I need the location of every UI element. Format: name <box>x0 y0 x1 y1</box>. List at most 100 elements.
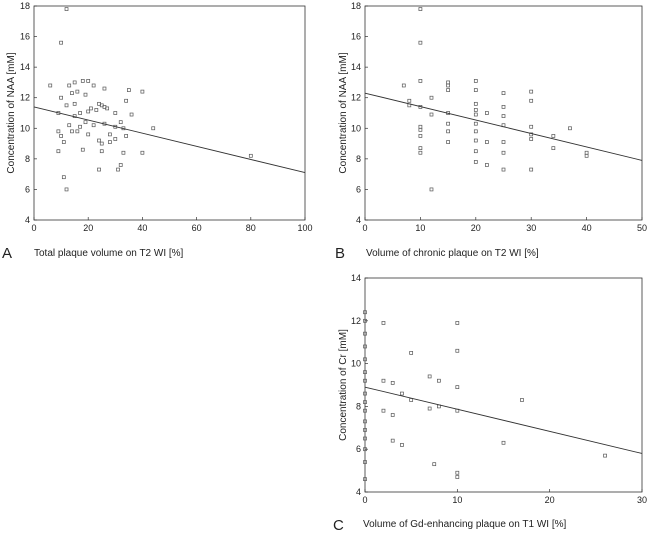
data-point <box>91 83 96 88</box>
data-point <box>418 40 423 45</box>
data-point <box>473 112 478 117</box>
y-tick-label: 12 <box>351 316 361 326</box>
data-point <box>501 140 506 144</box>
y-tick-label: 14 <box>351 273 361 283</box>
data-point <box>501 440 506 445</box>
plot-frame-a <box>33 5 306 221</box>
data-point <box>390 413 395 417</box>
data-point <box>64 103 69 108</box>
x-tick-label: 80 <box>246 223 256 233</box>
data-point <box>473 101 478 106</box>
regression-line-a <box>33 106 306 174</box>
data-point <box>363 400 367 404</box>
data-point <box>501 150 506 155</box>
data-point <box>113 137 118 141</box>
data-point <box>140 89 145 94</box>
data-point <box>108 132 112 137</box>
ticks-c: 0 10 20 30 4 6 8 10 12 14 <box>351 273 647 505</box>
data-point <box>418 7 423 11</box>
data-point <box>446 129 450 134</box>
x-tick-label: 100 <box>297 223 312 233</box>
data-point <box>61 175 66 180</box>
data-point <box>501 114 506 118</box>
y-axis-label-a: Concentration of NAA [mM] <box>6 52 17 173</box>
data-point <box>48 83 53 88</box>
y-tick-label: 6 <box>356 184 361 194</box>
data-point <box>59 95 63 100</box>
panel-letter-c: C <box>333 517 344 533</box>
x-tick-label: 20 <box>545 495 555 505</box>
data-point <box>446 80 450 85</box>
plot-frame-b <box>364 5 643 221</box>
data-point <box>520 398 524 402</box>
x-tick-label: 40 <box>582 223 592 233</box>
data-point <box>124 134 128 138</box>
data-point <box>86 132 91 137</box>
data-point <box>551 134 556 138</box>
data-point <box>418 127 423 132</box>
points-c <box>363 310 607 482</box>
data-point <box>75 89 80 94</box>
data-point <box>427 406 432 411</box>
data-point <box>363 344 367 349</box>
data-point <box>529 89 534 94</box>
data-point <box>473 121 478 126</box>
data-point <box>455 321 460 325</box>
panel-b: 0 10 20 30 40 50 4 6 8 10 12 14 16 18 Concentration o… <box>335 1 647 262</box>
data-point <box>529 137 534 141</box>
data-point <box>118 163 123 167</box>
data-point <box>140 150 145 155</box>
ticks-a: 0 20 40 60 80 100 4 6 8 10 12 14 16 18 <box>20 1 313 233</box>
data-point <box>72 80 77 85</box>
x-tick-label: 30 <box>526 223 536 233</box>
data-point <box>56 129 61 134</box>
ticks-b: 0 10 20 30 40 50 4 6 8 10 12 14 16 18 <box>351 1 647 233</box>
data-point <box>409 398 414 402</box>
data-point <box>118 120 123 125</box>
panel-letter-b: B <box>335 245 345 262</box>
data-point <box>363 357 367 362</box>
data-point <box>407 98 412 103</box>
y-tick-label: 8 <box>356 401 361 411</box>
x-tick-label: 10 <box>415 223 425 233</box>
data-point <box>363 419 367 424</box>
y-tick-label: 4 <box>25 215 30 225</box>
x-axis-label-c: Volume of Gd-enhancing plaque on T1 WI [… <box>363 519 566 530</box>
data-point <box>75 129 80 134</box>
plot-frame-c <box>364 277 643 493</box>
data-point <box>102 86 107 91</box>
points-a <box>48 7 253 192</box>
data-point <box>584 153 589 158</box>
data-point <box>363 408 367 413</box>
data-point <box>446 83 450 88</box>
data-point <box>121 150 126 155</box>
data-point <box>485 111 489 115</box>
x-tick-label: 0 <box>31 223 36 233</box>
y-tick-label: 16 <box>20 32 30 42</box>
data-point <box>124 98 128 103</box>
y-tick-label: 10 <box>351 123 361 133</box>
y-tick-label: 10 <box>351 359 361 369</box>
data-point <box>59 40 63 45</box>
data-point <box>446 88 450 92</box>
data-point <box>473 108 478 112</box>
y-tick-label: 18 <box>20 1 30 11</box>
data-point <box>126 88 131 92</box>
data-point <box>67 123 72 128</box>
data-point <box>363 447 367 452</box>
data-point <box>78 111 82 115</box>
data-point <box>381 378 386 383</box>
data-point <box>446 121 450 126</box>
y-tick-label: 8 <box>25 154 30 164</box>
x-tick-label: 10 <box>452 495 462 505</box>
data-point <box>363 477 367 482</box>
data-point <box>400 391 404 396</box>
y-tick-label: 8 <box>356 154 361 164</box>
data-point <box>400 443 404 447</box>
data-point <box>427 374 432 379</box>
data-point <box>105 106 110 111</box>
y-axis-label-b: Concentration of NAA [mM] <box>338 52 349 173</box>
data-point <box>80 147 85 152</box>
data-point <box>56 149 61 154</box>
